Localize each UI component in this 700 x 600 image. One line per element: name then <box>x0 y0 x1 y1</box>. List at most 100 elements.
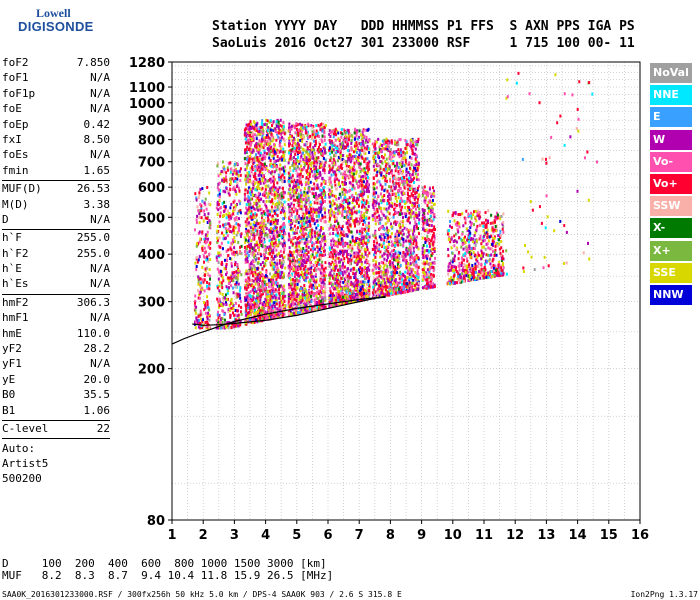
echo-point <box>251 226 254 230</box>
echo-point <box>291 220 294 224</box>
echo-point <box>317 156 320 160</box>
echo-point <box>220 303 223 307</box>
echo-point <box>360 261 363 265</box>
echo-point <box>245 134 248 138</box>
echo-point <box>313 151 316 155</box>
echo-point <box>298 194 301 198</box>
echo-point <box>297 204 300 208</box>
echo-point <box>330 281 333 285</box>
echo-point <box>222 279 225 283</box>
echo-point <box>245 227 248 231</box>
echo-point <box>268 156 271 160</box>
echo-point <box>223 167 226 171</box>
echo-point <box>269 220 272 224</box>
echo-point <box>269 180 272 184</box>
echo-point <box>247 291 250 295</box>
echo-point <box>271 309 274 313</box>
echo-point <box>237 229 240 233</box>
echo-point <box>227 286 230 290</box>
echo-point <box>347 144 350 148</box>
echo-point <box>246 126 249 130</box>
echo-point <box>273 281 276 285</box>
echo-point <box>226 234 229 238</box>
echo-point <box>365 258 368 262</box>
echo-point <box>296 174 299 178</box>
echo-point <box>348 298 351 302</box>
echo-point <box>256 196 259 200</box>
echo-point <box>244 168 247 172</box>
echo-point <box>365 166 368 170</box>
echo-point <box>258 283 261 287</box>
echo-point <box>257 132 260 136</box>
echo-point <box>219 172 222 176</box>
echo-point <box>229 326 232 330</box>
echo-point <box>261 134 264 138</box>
echo-point <box>277 175 280 179</box>
echo-point <box>197 209 200 213</box>
echo-point <box>318 231 321 235</box>
echo-point <box>265 136 268 140</box>
echo-point <box>235 218 238 222</box>
echo-point <box>332 154 335 158</box>
echo-point <box>200 216 203 220</box>
echo-point <box>199 237 202 241</box>
echo-point <box>329 216 332 220</box>
echo-point <box>266 303 269 307</box>
echo-point <box>292 278 295 282</box>
echo-point <box>312 161 315 165</box>
echo-point <box>249 147 252 151</box>
echo-point <box>315 297 318 301</box>
echo-point <box>310 219 313 223</box>
echo-point <box>361 294 364 298</box>
echo-point <box>309 238 312 242</box>
echo-point <box>275 165 278 169</box>
echo-point <box>278 291 281 295</box>
echo-point <box>307 164 310 168</box>
echo-point <box>339 151 342 155</box>
echo-point <box>252 205 255 209</box>
echo-point <box>309 169 312 173</box>
echo-point <box>294 279 297 283</box>
echo-point <box>331 189 334 193</box>
echo-point <box>363 169 366 173</box>
echo-point <box>298 216 301 220</box>
echo-point <box>244 174 247 178</box>
echo-point <box>218 193 221 197</box>
echo-point <box>198 321 201 325</box>
echo-point <box>259 289 262 293</box>
echo-point <box>274 300 277 304</box>
echo-point <box>247 282 250 286</box>
echo-point <box>300 191 303 195</box>
echo-point <box>258 170 261 174</box>
echo-point <box>222 302 225 306</box>
echo-point <box>257 195 260 199</box>
echo-point <box>250 239 253 243</box>
echo-point <box>293 163 296 167</box>
echo-point <box>262 222 265 226</box>
echo-point <box>313 132 316 136</box>
echo-point <box>353 255 356 259</box>
echo-point <box>336 167 339 171</box>
echo-point <box>359 240 362 244</box>
echo-point <box>322 122 325 126</box>
echo-point <box>204 267 207 271</box>
echo-point <box>289 252 292 256</box>
echo-point <box>297 267 300 271</box>
echo-point <box>289 204 292 208</box>
echo-point <box>340 227 343 231</box>
echo-point <box>303 216 306 220</box>
echo-point <box>304 192 307 196</box>
echo-point <box>268 298 271 302</box>
echo-point <box>252 135 255 139</box>
echo-point <box>274 129 277 133</box>
echo-point <box>269 171 272 175</box>
echo-point <box>267 281 270 285</box>
echo-point <box>287 305 290 309</box>
echo-point <box>234 318 237 322</box>
echo-point <box>249 197 252 201</box>
echo-point <box>318 148 321 152</box>
echo-point <box>297 192 300 196</box>
echo-point <box>319 279 322 283</box>
echo-point <box>222 223 225 227</box>
echo-point <box>294 198 297 202</box>
